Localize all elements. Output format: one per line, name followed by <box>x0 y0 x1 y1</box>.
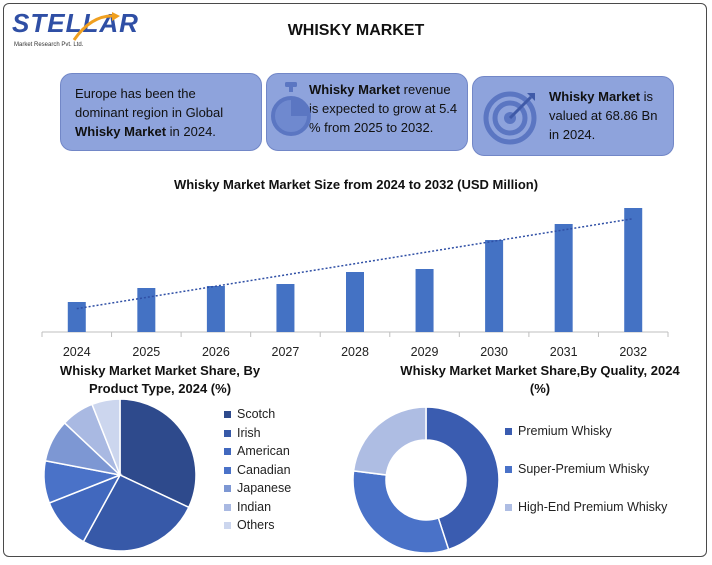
bar <box>415 269 434 332</box>
legend-swatch <box>224 411 231 418</box>
target-icon <box>483 91 537 145</box>
legend-label: Super-Premium Whisky <box>518 462 650 476</box>
x-tick-label: 2028 <box>341 345 369 359</box>
x-tick-label: 2032 <box>619 345 647 359</box>
donut-legend: Premium Whisky Super-Premium Whisky High-E… <box>505 424 705 524</box>
legend-label: Premium Whisky <box>518 424 612 438</box>
donut-slice <box>352 406 427 476</box>
x-tick-label: 2030 <box>480 345 508 359</box>
pie-slice <box>91 398 121 476</box>
card-text-pre: Europe has been the dominant region in G… <box>75 86 224 120</box>
bar-chart: 2024 2025 2026 2027 2028 2029 2030 2031 2032 <box>41 208 669 359</box>
legend-label: Indian <box>237 499 272 514</box>
info-card-growth: Whisky Market revenue is expected to gro… <box>266 73 468 151</box>
legend-swatch <box>224 448 231 455</box>
card-text-bold: Whisky Market <box>75 124 167 139</box>
bar <box>67 302 86 332</box>
card-text-post: is valued at 68.86 Bn in 2024. <box>549 89 658 142</box>
bar <box>137 288 156 332</box>
legend-swatch <box>224 503 231 511</box>
legend-label: American <box>237 444 290 458</box>
donut-slice <box>425 406 500 551</box>
legend-swatch <box>224 466 231 474</box>
info-card-value: Whisky Market is valued at 68.86 Bn in 2… <box>472 76 674 156</box>
pie-chart-title: Whisky Market Market Share, By Product T… <box>59 363 261 396</box>
x-tick-label: 2031 <box>550 345 578 359</box>
bar <box>276 284 295 332</box>
stellar-logo: STELLAR Market Research Pvt. Ltd. <box>12 8 138 56</box>
card-text-post: revenue is expected to grow at 5.4 % fro… <box>309 82 458 135</box>
info-card-region: Europe has been the dominant region in G… <box>60 73 262 151</box>
x-tick-label: 2026 <box>202 345 230 359</box>
card-text-post: in 2024. <box>166 124 216 139</box>
x-tick-label: 2027 <box>272 345 300 359</box>
bar <box>554 224 573 332</box>
legend-label: Scotch <box>237 407 276 421</box>
legend-swatch <box>224 485 231 492</box>
x-tick-label: 2029 <box>411 345 439 359</box>
page-title: WHISKY MARKET <box>287 22 425 39</box>
card-text-bold: Whisky Market <box>549 89 641 104</box>
legend-label: Japanese <box>237 481 292 495</box>
x-tick-label: 2024 <box>63 345 91 359</box>
legend-label: Others <box>237 518 275 532</box>
legend-swatch <box>224 522 231 529</box>
card-text-bold: Whisky Market <box>309 82 401 97</box>
donut-chart <box>352 406 500 554</box>
stopwatch-icon <box>271 82 311 136</box>
logo-wordmark: STELLAR <box>12 8 139 38</box>
bar <box>346 272 364 332</box>
legend-swatch <box>224 429 231 437</box>
legend-swatch <box>505 428 512 435</box>
legend-label: Irish <box>237 425 261 440</box>
bar <box>624 208 643 332</box>
bar-chart-title: Whisky Market Market Size from 2024 to 2… <box>173 177 539 192</box>
trend-line <box>76 217 634 310</box>
pie-chart <box>43 398 197 552</box>
legend-swatch <box>505 504 512 511</box>
bar <box>206 286 225 332</box>
legend-swatch <box>505 466 512 473</box>
logo-swoosh-icon <box>72 12 120 41</box>
x-tick-label: 2025 <box>132 345 160 359</box>
legend-label: High-End Premium Whisky <box>518 500 668 514</box>
logo-subtitle: Market Research Pvt. Ltd. <box>14 42 84 48</box>
pie-slice <box>119 398 197 509</box>
donut-chart-title: Whisky Market Market Share,By Quality, 2… <box>400 363 680 396</box>
legend-label: Canadian <box>237 462 291 477</box>
bar <box>485 240 504 332</box>
donut-slice <box>352 470 450 554</box>
pie-legend: Scotch Irish American Canadian Japanese India… <box>224 407 334 537</box>
